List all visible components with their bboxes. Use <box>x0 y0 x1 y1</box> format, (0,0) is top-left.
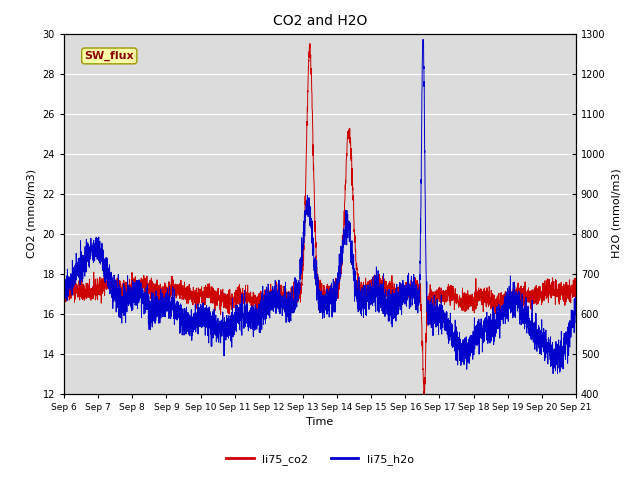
Title: CO2 and H2O: CO2 and H2O <box>273 14 367 28</box>
Legend: li75_co2, li75_h2o: li75_co2, li75_h2o <box>221 450 419 469</box>
Text: SW_flux: SW_flux <box>84 51 134 61</box>
Y-axis label: CO2 (mmol/m3): CO2 (mmol/m3) <box>27 169 37 258</box>
X-axis label: Time: Time <box>307 417 333 427</box>
Y-axis label: H2O (mmol/m3): H2O (mmol/m3) <box>611 169 621 258</box>
